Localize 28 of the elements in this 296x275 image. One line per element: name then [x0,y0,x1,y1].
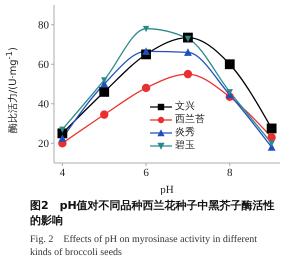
y-tick-label: 40 [38,98,50,111]
x-tick-label: 8 [227,166,234,179]
point [224,59,235,70]
text: 图2 pH值对不同品种西兰花种子中黑芥子酶活性的影响 [30,198,276,228]
point [226,89,233,96]
point [99,87,110,97]
y-tick-label: 80 [38,20,50,32]
text: Fig. 2 Effects of pH on myrosinase activity in different kinds of broccoli seeds [30,233,258,259]
x-tick-label: 6 [143,166,150,179]
point [58,134,66,142]
point [268,140,275,147]
legend-label: 西兰苔 [175,113,205,126]
point [142,47,150,55]
legend-label: 炎秀 [175,126,195,139]
point [142,84,150,92]
point [100,110,108,119]
point [184,36,192,42]
point [184,48,192,56]
x-axis-title: pH [160,184,174,196]
point [266,124,277,134]
y-tick-label: 20 [38,138,50,150]
point [184,70,192,78]
x-tick-label: 4 [60,166,66,179]
y-tick-label: 60 [38,59,50,72]
legend-label: 文兴 [175,100,195,113]
point [101,77,108,84]
legend-label: 碧玉 [175,139,195,152]
point [142,26,150,32]
